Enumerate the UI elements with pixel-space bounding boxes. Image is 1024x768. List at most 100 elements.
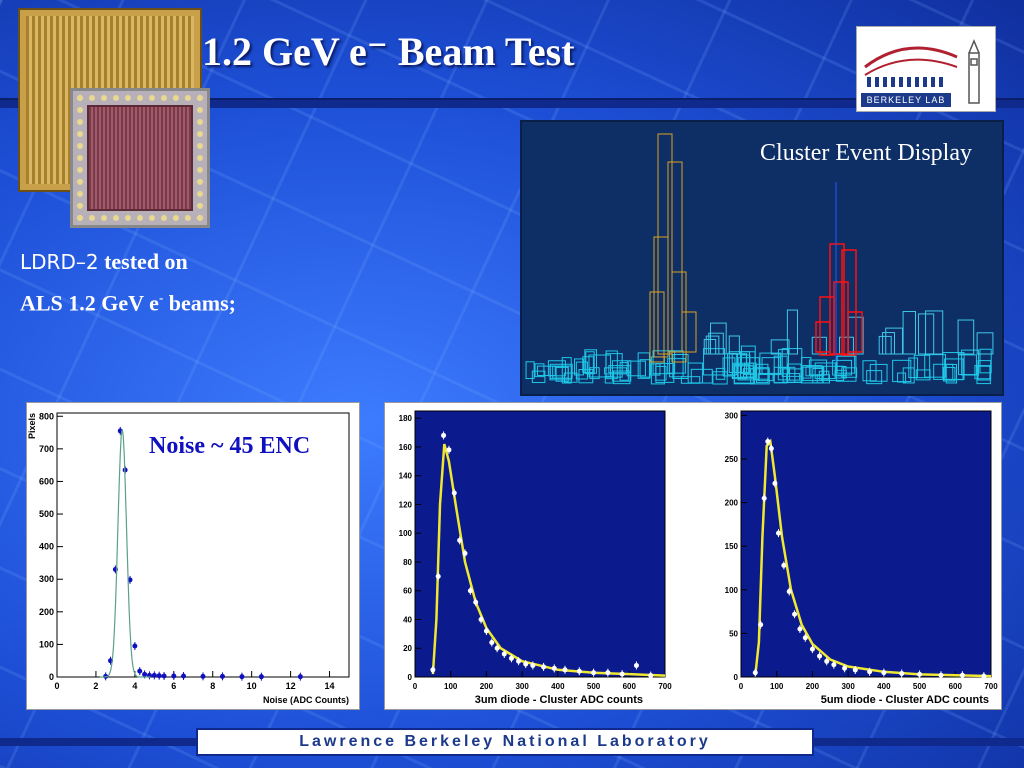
data-point: [239, 674, 245, 680]
data-point: [516, 658, 522, 664]
lego-cell: [770, 339, 790, 355]
y-tick-label: 0: [49, 672, 54, 682]
lego-cell: [639, 359, 652, 378]
data-point: [591, 670, 597, 676]
lego-cell: [957, 319, 975, 355]
noise-histogram-chart: 0 2 4 6 8 10 12 14 0 100 200 300 400 500 600 700 800 Nois…: [27, 411, 350, 705]
y-tick-label: 500: [39, 509, 54, 519]
data-point: [530, 662, 536, 668]
data-point: [768, 446, 774, 452]
data-point: [938, 672, 944, 678]
cluster-tower-red: [847, 311, 863, 353]
lego-cell: [759, 352, 782, 376]
y-tick-label: 40: [403, 615, 412, 624]
y-tick-label: 100: [399, 529, 413, 538]
lego-cell: [547, 360, 566, 377]
x-tick-label: 12: [286, 681, 296, 691]
x-tick-label: 500: [587, 682, 601, 691]
cluster-tower-red: [841, 249, 857, 356]
noise-annotation: Noise ~ 45 ENC: [149, 433, 311, 459]
x-tick-label: 400: [551, 682, 565, 691]
data-point: [430, 667, 436, 673]
lego-cell: [588, 354, 611, 378]
x-tick-label: 0: [413, 682, 418, 691]
data-point: [494, 645, 500, 651]
data-point: [765, 439, 771, 445]
lego-cell: [801, 357, 812, 379]
cluster-tower-gold: [681, 311, 697, 353]
data-point: [541, 664, 547, 670]
data-point: [831, 662, 837, 668]
x-tick-label: 200: [480, 682, 494, 691]
lego-cell: [687, 362, 703, 384]
data-point: [156, 673, 162, 679]
cluster-tower-gold: [657, 133, 673, 355]
y-tick-label: 150: [725, 542, 739, 551]
y-tick-label: 0: [734, 673, 739, 682]
cluster-tower-gold: [653, 236, 669, 358]
lego-cell: [892, 359, 912, 383]
event-display-graphic: [525, 133, 994, 385]
event-display-panel: Cluster Event Display: [520, 120, 1004, 396]
x-tick-label: 700: [984, 682, 998, 691]
lego-cell: [582, 356, 594, 374]
data-point: [758, 622, 764, 628]
lego-cell: [563, 372, 578, 383]
lego-cell: [531, 370, 546, 384]
lego-cell: [979, 348, 992, 374]
y-tick-label: 300: [39, 574, 54, 584]
x-tick-label: 300: [841, 682, 855, 691]
body-line-1: LDRD–2 tested on: [20, 244, 236, 280]
x-tick-label: 700: [658, 682, 672, 691]
data-point: [786, 589, 792, 595]
x-axis-label: Noise (ADC Counts): [263, 695, 349, 705]
data-point: [817, 653, 823, 659]
y-tick-label: 160: [399, 443, 413, 452]
lego-cell: [841, 367, 858, 378]
lego-cell: [885, 327, 903, 355]
y-tick-label: 100: [39, 639, 54, 649]
x-tick-label: 6: [171, 681, 176, 691]
data-point: [508, 655, 514, 661]
lego-cell: [944, 358, 964, 381]
lego-cell: [777, 349, 789, 375]
lego-cell: [744, 362, 757, 376]
y-tick-label: 400: [39, 542, 54, 552]
data-point: [161, 673, 167, 679]
chip-bond-pads: [77, 95, 203, 221]
data-point: [576, 668, 582, 674]
lego-cell: [552, 365, 569, 379]
lego-cell: [958, 354, 977, 376]
data-point: [752, 670, 758, 676]
lego-cell: [913, 354, 931, 379]
lego-cell: [649, 363, 661, 376]
x-axis-label: 3um diode - Cluster ADC counts: [475, 694, 643, 706]
lego-cell: [915, 369, 931, 381]
y-tick-label: 700: [39, 444, 54, 454]
data-point: [137, 668, 143, 674]
lego-cell: [737, 357, 760, 381]
lego-cell: [534, 363, 545, 378]
lego-cell: [561, 357, 572, 384]
data-point: [457, 537, 463, 543]
data-point: [501, 651, 507, 657]
lego-cell: [705, 335, 720, 355]
lego-cell: [727, 352, 738, 376]
data-point: [761, 495, 767, 501]
data-point: [633, 662, 639, 668]
lego-cell: [637, 352, 650, 379]
x-tick-label: 14: [325, 681, 335, 691]
x-tick-label: 300: [515, 682, 529, 691]
title-rule: [0, 98, 1024, 108]
lego-cell: [773, 355, 788, 384]
data-point: [899, 671, 905, 677]
data-point: [478, 616, 484, 622]
lego-cell: [974, 365, 991, 380]
y-tick-label: 120: [399, 500, 413, 509]
data-point: [467, 588, 473, 594]
plot-frame: [414, 410, 666, 678]
x-tick-label: 0: [54, 681, 59, 691]
x-tick-label: 100: [444, 682, 458, 691]
x-tick-label: 600: [949, 682, 963, 691]
lego-cell: [578, 369, 594, 384]
